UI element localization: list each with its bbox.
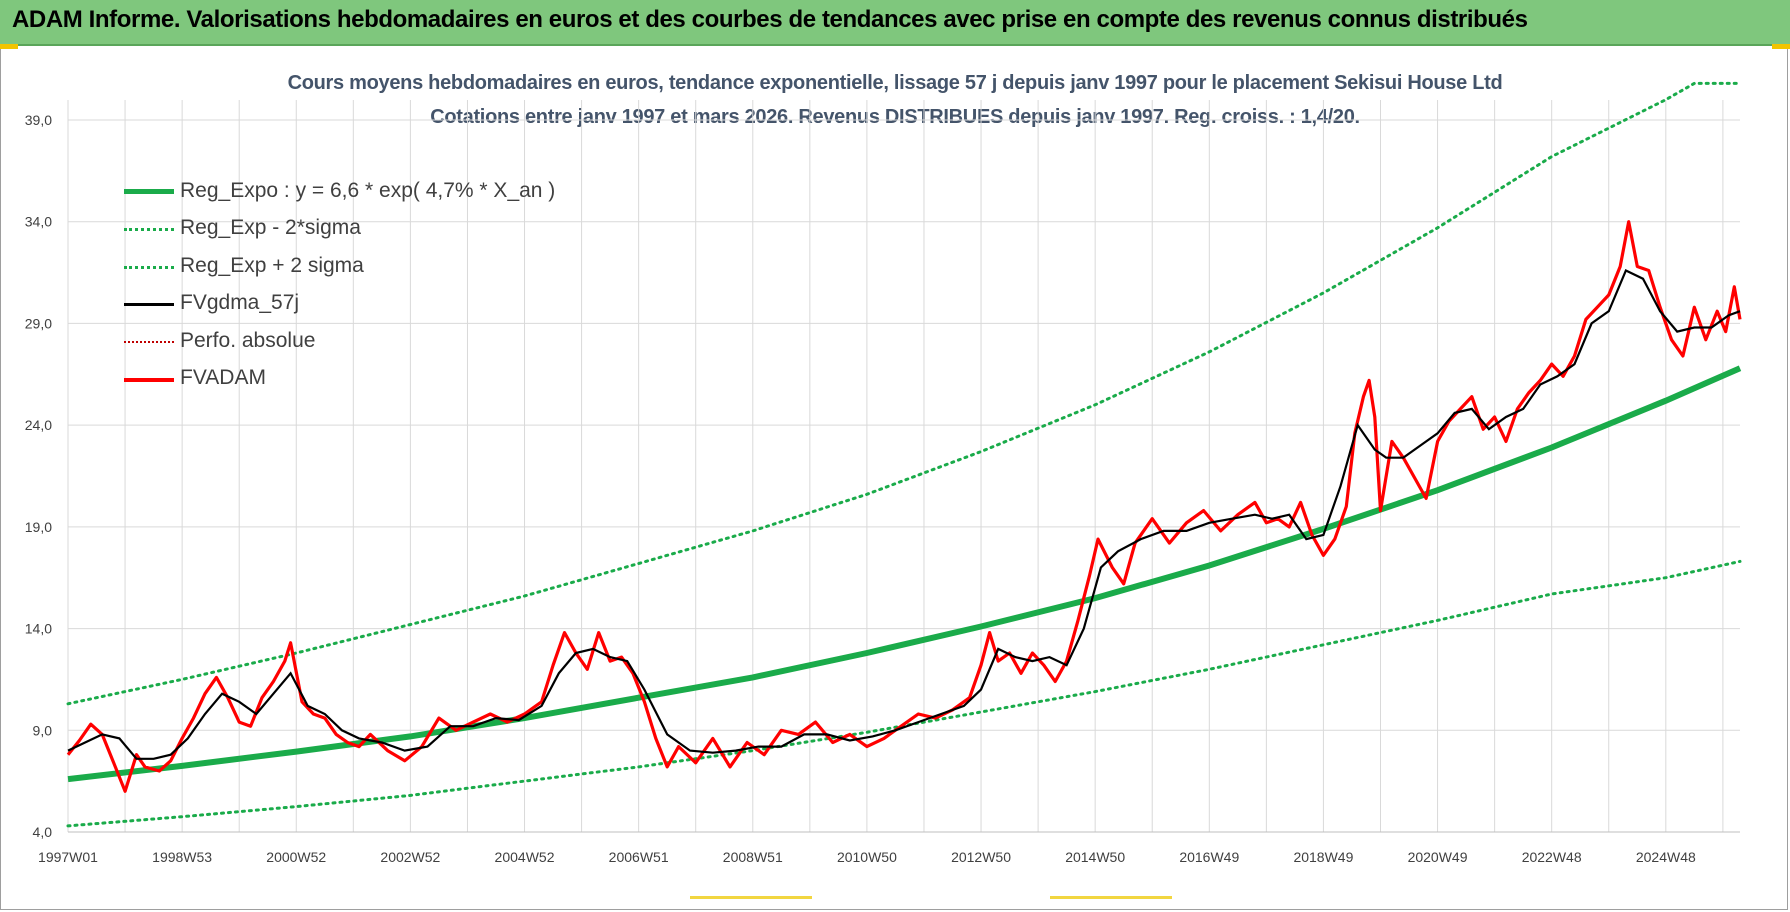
legend-label: FVgdma_57j <box>180 291 300 315</box>
bottom-marker-left <box>690 896 812 899</box>
series-fvgdma <box>67 269 1741 760</box>
plot-grid <box>67 100 1740 833</box>
legend-swatch-dotted-green <box>124 228 174 232</box>
x-tick-label: 2014W50 <box>1065 849 1125 865</box>
series-lines <box>66 81 1742 828</box>
y-tick-label: 14,0 <box>25 621 52 637</box>
legend-label: FVADAM <box>180 365 266 389</box>
y-tick-label: 39,0 <box>25 112 52 128</box>
x-tick-label: 2016W49 <box>1179 849 1239 865</box>
legend-label: Reg_Exp - 2*sigma <box>180 216 361 240</box>
y-tick-label: 19,0 <box>25 519 52 535</box>
x-tick-label: 2020W49 <box>1408 849 1468 865</box>
series-fvadam <box>66 220 1742 793</box>
y-axis-ticks: 4,0 9,0 14,0 19,0 24,0 29,0 34,0 39,0 <box>25 112 52 840</box>
legend-swatch-solid-green <box>124 189 174 194</box>
x-tick-label: 2022W48 <box>1522 849 1582 865</box>
y-tick-label: 34,0 <box>25 214 52 230</box>
series-reg-exp-plus <box>66 81 1742 706</box>
x-tick-label: 2018W49 <box>1293 849 1353 865</box>
x-tick-label: 2002W52 <box>380 849 440 865</box>
legend-swatch-dotted-red <box>124 340 174 343</box>
series-reg-exp-minus <box>66 559 1742 828</box>
chart-title-line1: Cours moyens hebdomadaires en euros, ten… <box>287 72 1503 94</box>
y-tick-label: 9,0 <box>33 722 53 738</box>
x-tick-label: 2010W50 <box>837 849 897 865</box>
banner-title: ADAM Informe. Valorisations hebdomadaire… <box>12 6 1528 33</box>
x-tick-label: 2000W52 <box>266 849 326 865</box>
legend-label: Reg_Exp + 2 sigma <box>180 253 364 277</box>
chart-title-line2: Cotations entre janv 1997 et mars 2026. … <box>430 106 1360 128</box>
x-tick-label: 2008W51 <box>723 849 783 865</box>
y-tick-label: 24,0 <box>25 417 52 433</box>
corner-mark-right <box>1772 44 1790 49</box>
y-tick-label: 29,0 <box>25 315 52 331</box>
legend-label: Perfo. absolue <box>180 328 316 352</box>
legend-swatch-solid-red <box>124 377 174 382</box>
corner-mark-left <box>0 44 18 49</box>
x-tick-label: 1997W01 <box>38 849 98 865</box>
legend-swatch-solid-black <box>124 303 174 307</box>
x-tick-label: 2024W48 <box>1636 849 1696 865</box>
x-tick-label: 1998W53 <box>152 849 212 865</box>
x-axis-ticks: 1997W01 1998W53 2000W52 2002W52 2004W52 2006W… <box>38 849 1696 865</box>
legend-swatch-dotted-green <box>124 265 174 269</box>
x-tick-label: 2006W51 <box>609 849 669 865</box>
legend-label: Reg_Expo : y = 6,6 * exp( 4,7% * X_an ) <box>180 179 556 202</box>
y-tick-label: 4,0 <box>33 824 53 840</box>
report-banner: ADAM Informe. Valorisations hebdomadaire… <box>0 0 1790 46</box>
x-tick-label: 2004W52 <box>495 849 555 865</box>
x-tick-label: 2012W50 <box>951 849 1011 865</box>
bottom-marker-right <box>1050 896 1172 899</box>
